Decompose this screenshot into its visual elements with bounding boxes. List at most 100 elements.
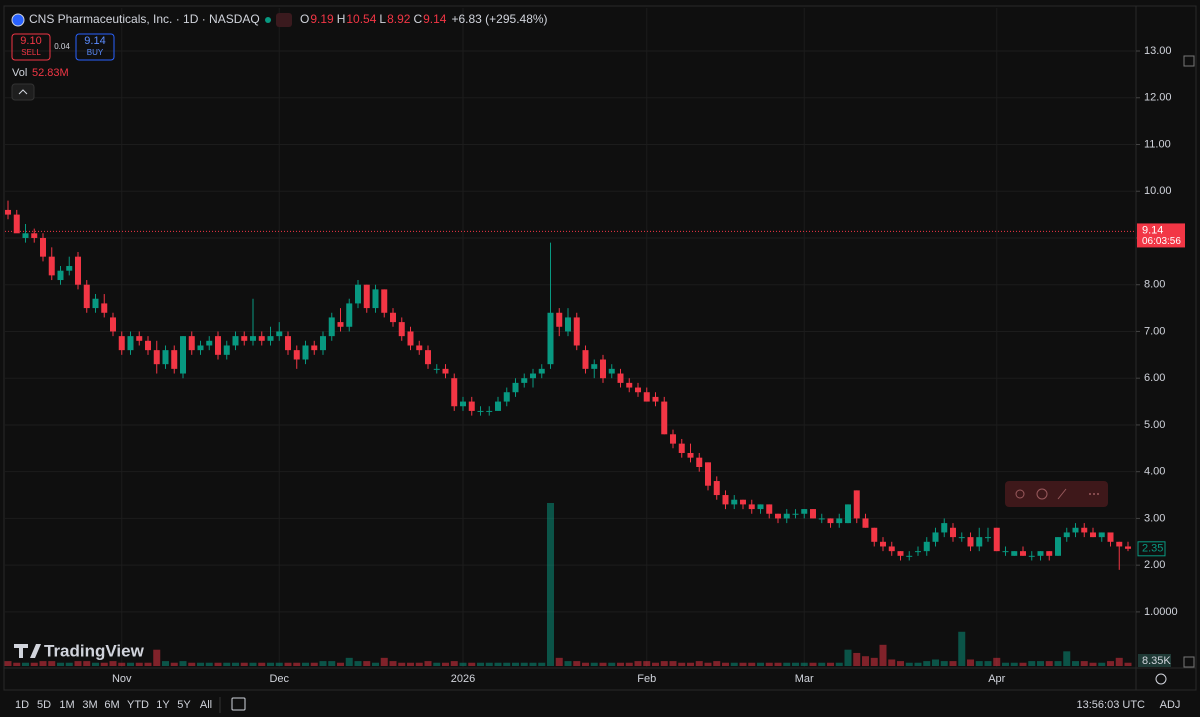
volume-bar xyxy=(13,662,21,666)
timeframe-button[interactable]: 1M xyxy=(59,699,74,711)
volume-bar xyxy=(249,662,257,666)
volume-label: Vol xyxy=(12,67,27,79)
time-settings-icon[interactable] xyxy=(1155,673,1167,685)
date-range-icon[interactable] xyxy=(231,697,246,711)
timeframe-button[interactable]: YTD xyxy=(127,699,149,711)
timeframe-button[interactable]: 1D xyxy=(15,699,29,711)
candle-body xyxy=(836,518,843,524)
volume-bar xyxy=(643,661,651,666)
volume-bar xyxy=(100,662,108,666)
collapse-button[interactable] xyxy=(11,83,35,101)
y-tick-label: 11.00 xyxy=(1144,138,1171,150)
watermark: TradingView xyxy=(44,641,145,660)
scroll-icon[interactable] xyxy=(1183,656,1195,668)
volume-bar xyxy=(678,662,686,666)
volume-bar xyxy=(39,661,47,666)
candle-body xyxy=(722,495,729,505)
timeframe-button[interactable]: 3M xyxy=(82,699,97,711)
candle-body xyxy=(57,270,64,281)
sell-label: SELL xyxy=(21,48,41,57)
timeframe-button[interactable]: 6M xyxy=(104,699,119,711)
pane-border xyxy=(3,5,1197,691)
volume-bar xyxy=(669,661,677,666)
volume-bar xyxy=(687,662,694,666)
candle-body xyxy=(792,513,799,515)
candle-body xyxy=(1125,546,1131,549)
candle-body xyxy=(486,410,493,412)
candle-body xyxy=(66,266,73,271)
candle-body xyxy=(22,233,29,238)
candle-body xyxy=(880,541,886,547)
toolbar-icon[interactable] xyxy=(1036,488,1048,500)
toolbar-icon[interactable] xyxy=(1015,489,1025,499)
candle-body xyxy=(740,499,746,505)
volume-bar xyxy=(1045,661,1053,666)
timeframe-button[interactable]: 5Y xyxy=(177,699,191,711)
candle-body xyxy=(381,289,388,313)
volume-bar xyxy=(275,662,283,666)
candle-body xyxy=(311,345,318,351)
timeframe-button[interactable]: 1Y xyxy=(156,699,170,711)
candle-body xyxy=(241,336,248,341)
candle-body xyxy=(48,256,55,276)
candle-body xyxy=(495,401,501,411)
y-tick-label: 8.00 xyxy=(1144,279,1165,291)
timeframe-button[interactable]: All xyxy=(200,699,212,711)
toolbar-icon[interactable] xyxy=(1093,493,1095,495)
volume-bar xyxy=(984,661,992,666)
toolbar-icon[interactable] xyxy=(1089,493,1091,495)
candle-body xyxy=(346,303,353,327)
buy-button[interactable] xyxy=(75,33,115,61)
volume-bar xyxy=(652,662,659,666)
adj[interactable]: ADJ xyxy=(1160,699,1181,711)
volume-bar xyxy=(503,662,511,666)
volume-bar xyxy=(433,662,441,666)
toolbar-icon[interactable] xyxy=(1097,493,1099,495)
volume-bar xyxy=(310,662,318,666)
volume-bar xyxy=(302,662,309,666)
candle-body xyxy=(503,392,510,402)
volume-bar xyxy=(809,662,817,666)
volume-bar xyxy=(109,661,117,666)
volume-bar xyxy=(792,662,799,666)
toolbar-icon[interactable] xyxy=(1057,488,1067,500)
volume-bar xyxy=(258,662,266,666)
sell-button[interactable] xyxy=(11,33,51,61)
candle-body xyxy=(1011,551,1018,556)
volume-bar xyxy=(372,662,379,666)
volume-bar xyxy=(407,662,414,666)
candle-body xyxy=(635,387,641,393)
volume-bar xyxy=(459,662,467,666)
symbol-title: CNS Pharmaceuticals, Inc. · 1D · NASDAQ xyxy=(29,12,260,26)
candle-body xyxy=(83,284,90,309)
settings-icon[interactable] xyxy=(1183,55,1195,67)
candle-body xyxy=(92,298,99,309)
floating-toolbar[interactable] xyxy=(1005,481,1108,507)
candle-body xyxy=(1072,527,1079,533)
volume-bar xyxy=(485,662,493,666)
candle-body xyxy=(1107,532,1114,542)
collapse-icon xyxy=(18,89,28,95)
candle-body xyxy=(477,410,484,412)
volume-bar xyxy=(1063,651,1071,666)
volume-bar xyxy=(827,662,834,666)
candle-body xyxy=(1020,551,1026,556)
volume-bar xyxy=(92,662,99,666)
volume-bar xyxy=(818,662,826,666)
volume-bar xyxy=(730,662,738,666)
candle-body xyxy=(363,284,370,309)
x-tick-label: Apr xyxy=(988,673,1005,685)
candle-body xyxy=(258,336,265,341)
volume-bar xyxy=(958,631,966,666)
candle-body xyxy=(416,345,423,351)
change: +6.83 (+295.48%) xyxy=(451,12,547,26)
volume-bar xyxy=(599,662,607,666)
volume-bar xyxy=(897,661,904,666)
volume-bar xyxy=(389,661,397,666)
timeframe-button[interactable]: 5D xyxy=(37,699,51,711)
volume-bar xyxy=(722,662,729,666)
volume-bar xyxy=(127,662,134,666)
candle-body xyxy=(845,504,851,524)
x-tick-label: Mar xyxy=(795,673,814,685)
volume-tag-label: 8.35K xyxy=(1142,655,1171,667)
